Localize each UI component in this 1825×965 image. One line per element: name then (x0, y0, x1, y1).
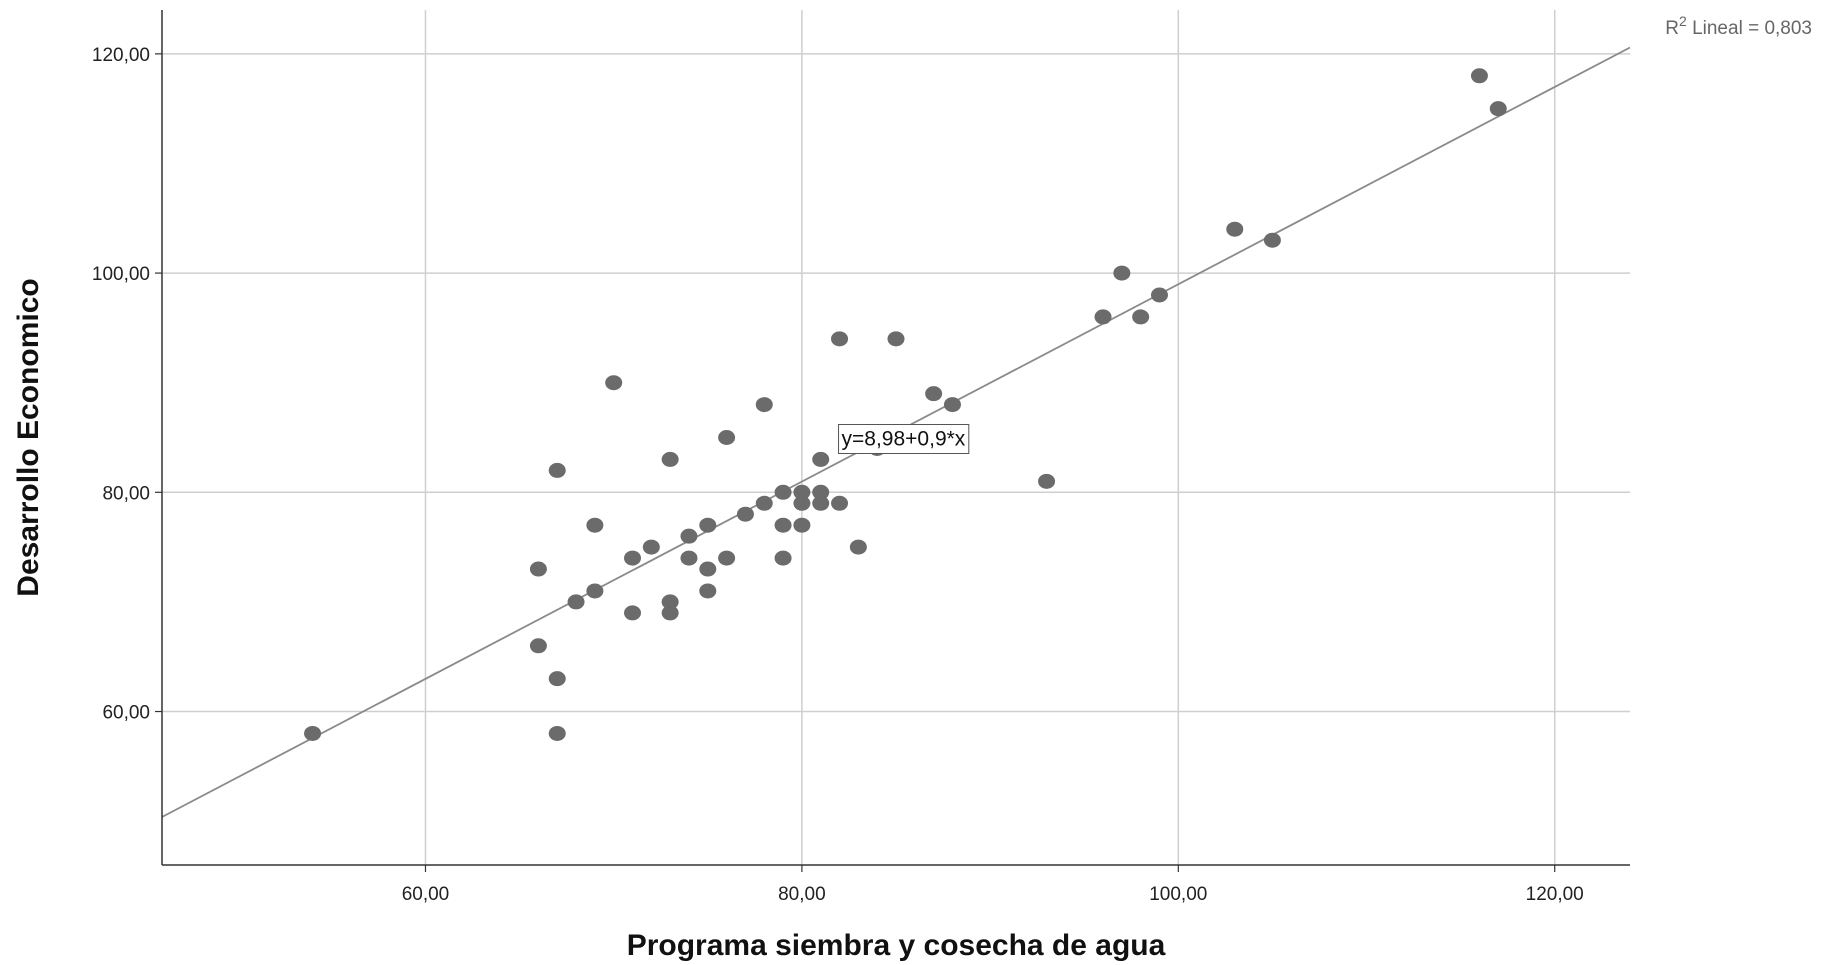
x-tick-label: 60,00 (402, 884, 450, 905)
data-point (755, 495, 773, 511)
r2-superscript: 2 (1679, 13, 1687, 29)
y-tick-label: 60,00 (102, 703, 150, 724)
x-axis-title: Programa siembra y cosecha de agua (627, 929, 1166, 962)
data-point (755, 397, 773, 413)
r2-text: Lineal = 0,803 (1687, 18, 1812, 39)
data-point (793, 517, 811, 533)
data-point (548, 462, 566, 478)
data-point (586, 583, 604, 599)
data-point (718, 550, 736, 566)
data-point (642, 539, 660, 555)
data-point (1489, 101, 1507, 117)
x-tick-label: 80,00 (778, 884, 826, 905)
data-point (831, 495, 849, 511)
data-point (925, 386, 943, 402)
axes-layer: 60,00 80,00 100,00 120,00 60,00 80,00 100,00 12… (92, 10, 1630, 905)
equation-label: y=8,98+0,9*x (842, 428, 966, 451)
data-point (774, 517, 792, 533)
data-point (567, 594, 585, 610)
data-point (793, 484, 811, 500)
data-point (812, 451, 830, 467)
equation-box: y=8,98+0,9*x (838, 424, 970, 454)
data-point (661, 451, 679, 467)
points-layer (304, 68, 1507, 741)
y-axis-title: Desarrollo Economico (12, 278, 45, 596)
data-point (774, 484, 792, 500)
data-point (661, 605, 679, 621)
data-point (529, 561, 547, 577)
data-point (699, 517, 717, 533)
data-point (943, 397, 961, 413)
data-point (1150, 287, 1168, 303)
data-point (699, 583, 717, 599)
grid-layer (162, 10, 1630, 865)
data-point (661, 594, 679, 610)
data-point (548, 725, 566, 741)
data-point (887, 331, 905, 347)
data-point (812, 495, 830, 511)
labels-layer: Programa siembra y cosecha de agua Desar… (12, 13, 1812, 962)
data-point (699, 561, 717, 577)
data-point (624, 550, 642, 566)
data-point (548, 671, 566, 687)
data-point (1094, 309, 1112, 325)
data-point (849, 539, 867, 555)
y-tick-label: 120,00 (92, 45, 150, 66)
data-point (680, 528, 698, 544)
data-point (831, 331, 849, 347)
data-point (1226, 221, 1244, 237)
data-point (586, 517, 604, 533)
r2-prefix: R (1665, 18, 1679, 39)
data-point (1038, 473, 1056, 489)
x-tick-label: 120,00 (1526, 884, 1584, 905)
equation-box-border (838, 424, 970, 454)
data-point (793, 495, 811, 511)
data-point (605, 375, 623, 391)
data-point (1132, 309, 1150, 325)
data-point (680, 550, 698, 566)
data-point (529, 638, 547, 654)
data-point (624, 605, 642, 621)
data-point (1470, 68, 1488, 84)
data-point (1263, 232, 1281, 248)
x-tick-label: 100,00 (1149, 884, 1207, 905)
data-point (736, 506, 754, 522)
data-point (774, 550, 792, 566)
data-point (718, 430, 736, 445)
data-point (1113, 265, 1131, 281)
y-tick-label: 100,00 (92, 264, 150, 285)
data-point (812, 484, 830, 500)
data-point (304, 725, 322, 741)
r2-label: R2 Lineal = 0,803 (1665, 13, 1812, 39)
y-tick-label: 80,00 (102, 483, 150, 504)
